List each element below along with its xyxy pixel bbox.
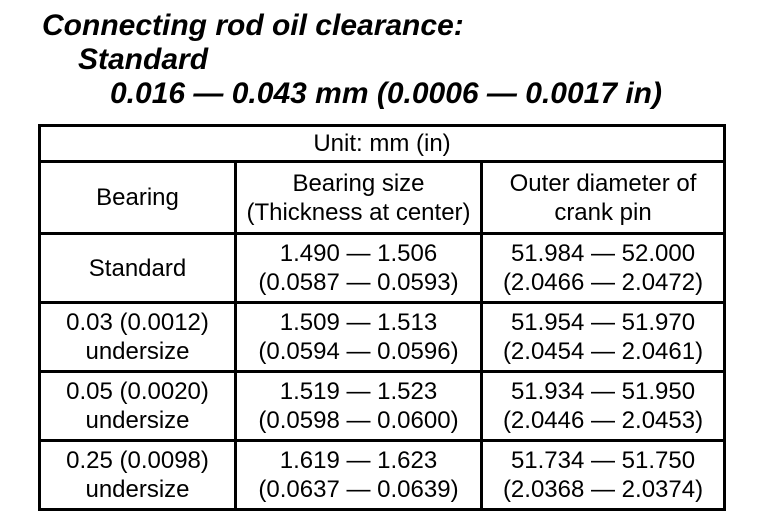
cell-size-mm: 1.490 — 1.506 [279, 240, 438, 267]
bearing-spec-table: Unit: mm (in) Bearing Bearing size (Thic… [37, 124, 727, 511]
unit-row: Unit: mm (in) [37, 124, 727, 163]
column-header-bearing: Bearing [38, 160, 237, 235]
column-header-size-line2: (Thickness at center) [246, 198, 471, 226]
cell-bearing-size: 1.509 — 1.513 (0.0594 — 0.0596) [234, 301, 483, 373]
column-header-crank-pin-diameter: Outer diameter of crank pin [479, 160, 727, 235]
cell-bearing-line2: undersize [85, 338, 190, 365]
cell-diameter-mm: 51.984 — 52.000 [510, 240, 696, 267]
cell-diameter-mm: 51.734 — 51.750 [510, 447, 696, 474]
cell-size-in: (0.0587 — 0.0593) [258, 269, 459, 296]
cell-size-in: (0.0598 — 0.0600) [258, 407, 459, 434]
cell-bearing-line1: 0.03 (0.0012) [66, 309, 209, 336]
cell-size-mm: 1.519 — 1.523 [279, 378, 438, 405]
cell-crank-pin-diameter: 51.934 — 51.950 (2.0446 — 2.0453) [479, 370, 727, 442]
heading-standard-label: Standard [78, 43, 209, 76]
cell-diameter-mm: 51.954 — 51.970 [510, 309, 696, 336]
cell-bearing: 0.03 (0.0012) undersize [38, 301, 237, 373]
cell-size-mm: 1.509 — 1.513 [279, 309, 438, 336]
cell-bearing: 0.05 (0.0020) undersize [38, 370, 237, 442]
table-row-undersize-005: 0.05 (0.0020) undersize 1.519 — 1.523 (0… [38, 370, 727, 442]
table-row-standard: Standard 1.490 — 1.506 (0.0587 — 0.0593)… [38, 232, 727, 304]
cell-diameter-in: (2.0446 — 2.0453) [502, 407, 704, 434]
cell-diameter-in: (2.0368 — 2.0374) [502, 476, 704, 503]
cell-bearing-size: 1.519 — 1.523 (0.0598 — 0.0600) [234, 370, 483, 442]
heading-clearance-value: 0.016 — 0.043 mm (0.0006 — 0.0017 in) [110, 77, 662, 110]
spec-heading: Connecting rod oil clearance: Standard 0… [0, 9, 662, 111]
cell-bearing-line2: undersize [85, 476, 190, 503]
cell-diameter-in: (2.0466 — 2.0472) [502, 269, 704, 296]
cell-crank-pin-diameter: 51.734 — 51.750 (2.0368 — 2.0374) [479, 439, 727, 511]
cell-crank-pin-diameter: 51.984 — 52.000 (2.0466 — 2.0472) [479, 232, 727, 304]
cell-bearing-line1: 0.25 (0.0098) [66, 447, 209, 474]
unit-label: Unit: mm (in) [37, 124, 727, 163]
cell-diameter-mm: 51.934 — 51.950 [510, 378, 696, 405]
table-row-undersize-025: 0.25 (0.0098) undersize 1.619 — 1.623 (0… [38, 439, 727, 511]
column-header-diameter-line1: Outer diameter of [509, 169, 697, 197]
cell-size-in: (0.0594 — 0.0596) [258, 338, 459, 365]
cell-bearing-line1: 0.05 (0.0020) [66, 378, 209, 405]
cell-bearing-line2: undersize [85, 407, 190, 434]
column-header-bearing-size: Bearing size (Thickness at center) [234, 160, 483, 235]
cell-diameter-in: (2.0454 — 2.0461) [502, 338, 704, 365]
table-row-undersize-003: 0.03 (0.0012) undersize 1.509 — 1.513 (0… [38, 301, 727, 373]
cell-bearing: Standard [38, 232, 237, 304]
cell-bearing-line1: Standard [88, 254, 187, 282]
column-header-diameter-line2: crank pin [554, 198, 652, 226]
cell-size-mm: 1.619 — 1.623 [279, 447, 438, 474]
cell-bearing: 0.25 (0.0098) undersize [38, 439, 237, 511]
table-header-row: Bearing Bearing size (Thickness at cente… [38, 160, 727, 235]
cell-crank-pin-diameter: 51.954 — 51.970 (2.0454 — 2.0461) [479, 301, 727, 373]
cell-bearing-size: 1.619 — 1.623 (0.0637 — 0.0639) [234, 439, 483, 511]
cell-bearing-size: 1.490 — 1.506 (0.0587 — 0.0593) [234, 232, 483, 304]
cell-size-in: (0.0637 — 0.0639) [258, 476, 459, 503]
column-header-bearing-label: Bearing [96, 184, 179, 211]
heading-title: Connecting rod oil clearance: [42, 9, 464, 42]
column-header-size-line1: Bearing size [292, 169, 425, 197]
